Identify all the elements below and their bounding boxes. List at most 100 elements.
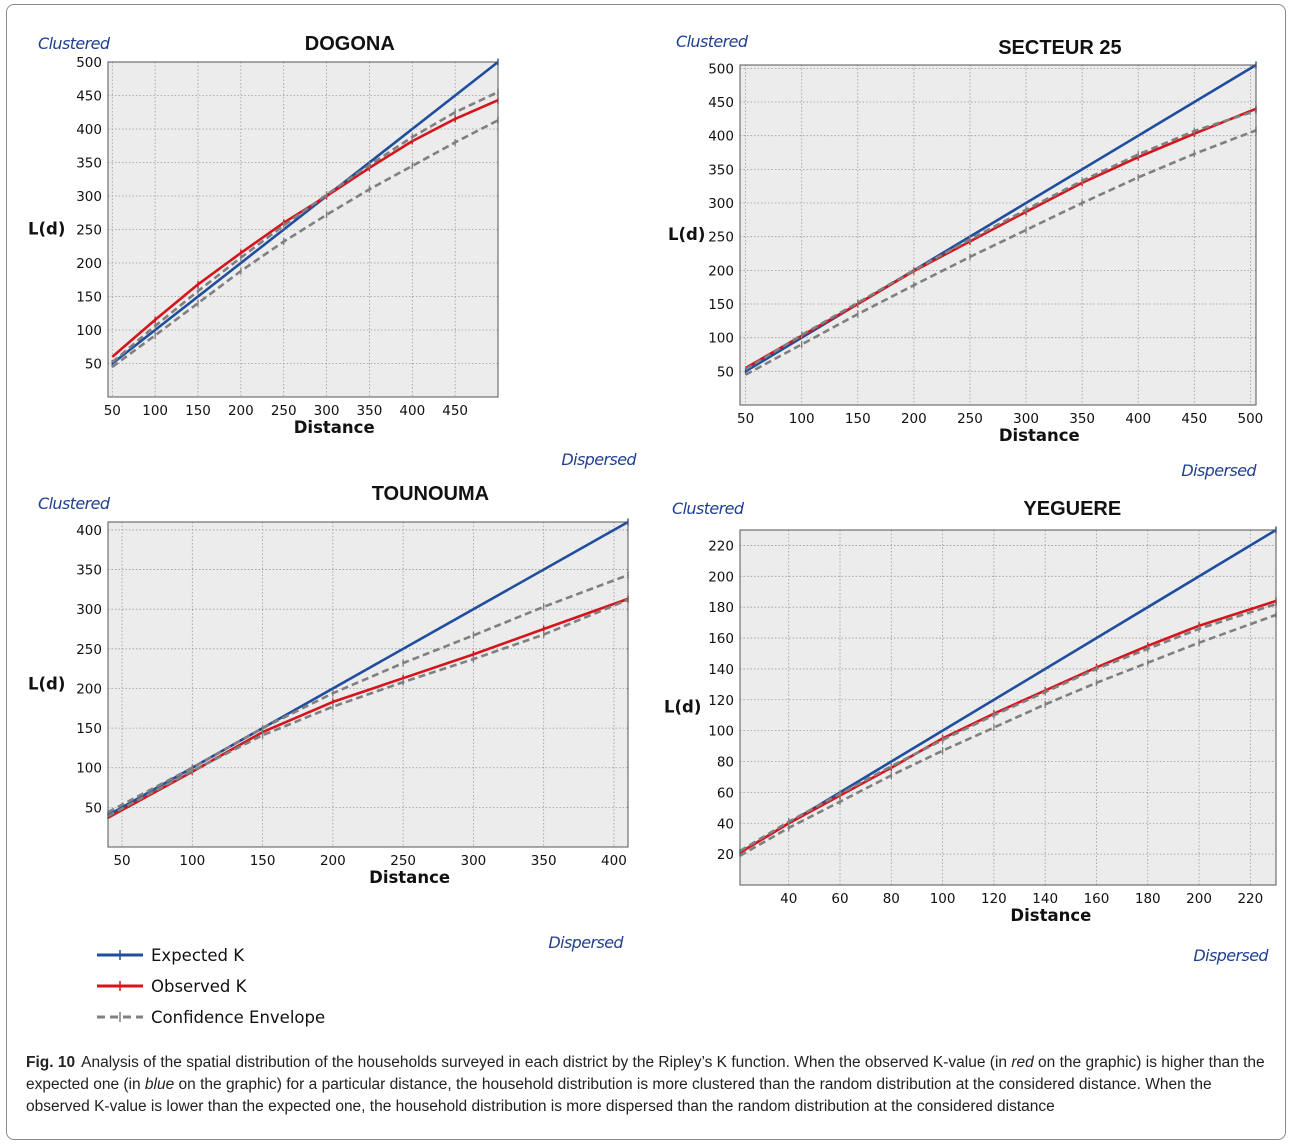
x-tick-label: 50 (104, 403, 121, 419)
x-tick-label: 140 (1032, 891, 1058, 907)
dispersed-label: Dispersed (561, 450, 637, 469)
x-tick-label: 250 (390, 853, 416, 869)
x-tick-label: 200 (320, 853, 346, 869)
x-tick-label: 180 (1135, 891, 1161, 907)
caption-blue-word: blue (144, 1076, 175, 1093)
x-tick-label: 300 (461, 853, 487, 869)
chart-title: YEGUERE (1023, 498, 1121, 520)
y-axis-label: L(d) (28, 675, 65, 694)
plot-background (740, 65, 1256, 405)
x-tick-label: 350 (357, 403, 383, 419)
x-tick-label: 150 (845, 411, 871, 427)
dispersed-label: Dispersed (1193, 946, 1269, 965)
x-tick-label: 200 (901, 411, 927, 427)
x-tick-label: 60 (831, 891, 848, 907)
x-tick-label: 100 (179, 853, 205, 869)
y-tick-label: 250 (708, 230, 734, 246)
x-tick-label: 100 (142, 403, 168, 419)
y-tick-label: 150 (76, 290, 102, 306)
x-tick-label: 220 (1237, 891, 1263, 907)
y-tick-label: 200 (708, 263, 734, 279)
y-tick-label: 140 (708, 662, 734, 678)
ripley-k-charts: 50 100 150 200 250 300 350 400 450 50 100 150 200 250… (28, 32, 1277, 1027)
chart-dogona: 50 100 150 200 250 300 350 400 450 50 100 150 200 250… (28, 33, 638, 469)
series-line-observed-k (107, 597, 629, 819)
caption-label: Fig. 10 (26, 1054, 76, 1071)
y-tick-label: 100 (76, 761, 102, 777)
plot-border (107, 521, 629, 848)
y-tick-label: 200 (76, 256, 102, 272)
x-tick-label: 100 (930, 891, 956, 907)
dispersed-label: Dispersed (1181, 461, 1257, 480)
x-tick-label: 50 (737, 411, 754, 427)
y-tick-label: 100 (708, 724, 734, 740)
legend-label: Expected K (151, 946, 245, 965)
x-tick-label: 350 (531, 853, 557, 869)
y-tick-label: 250 (76, 642, 102, 658)
clustered-label: Clustered (672, 499, 745, 518)
x-tick-label: 400 (399, 403, 425, 419)
caption-text-1: Analysis of the spatial distribution of … (81, 1054, 1012, 1071)
chart-yeguere: 40 60 80 100 120 140 160 180 200 220 20 40 60 80 100 12… (664, 498, 1277, 965)
plot-border (739, 529, 1277, 886)
y-tick-label: 400 (76, 523, 102, 539)
series-line-confidence-envelope-lower (111, 119, 499, 368)
x-tick-label: 500 (1238, 411, 1264, 427)
plot-border (107, 61, 499, 398)
legend-label: Observed K (151, 977, 248, 996)
y-tick-label: 500 (76, 55, 102, 71)
y-tick-label: 500 (708, 61, 734, 77)
y-tick-label: 300 (76, 189, 102, 205)
clustered-label: Clustered (676, 32, 749, 51)
chart-tounouma: 50 100 150 200 250 300 350 400 50 100 150 200 250 300… (28, 483, 629, 952)
plot-border (739, 64, 1257, 406)
y-tick-label: 300 (708, 196, 734, 212)
y-tick-label: 350 (76, 156, 102, 172)
legend-label: Confidence Envelope (151, 1008, 325, 1027)
y-tick-label: 20 (717, 847, 734, 863)
x-tick-label: 120 (981, 891, 1007, 907)
y-axis-label: L(d) (668, 225, 705, 244)
y-tick-label: 400 (708, 129, 734, 145)
series-line-confidence-envelope-lower (739, 613, 1277, 857)
series-line-confidence-envelope-upper (744, 109, 1257, 371)
y-axis-label: L(d) (664, 698, 701, 717)
chart-title: SECTEUR 25 (998, 37, 1121, 59)
y-tick-label: 40 (717, 816, 734, 832)
y-tick-label: 220 (708, 538, 734, 554)
x-tick-label: 250 (271, 403, 297, 419)
x-tick-label: 350 (1069, 411, 1095, 427)
legend: Expected K Observed K Confidence Envelope (97, 946, 325, 1027)
dispersed-label: Dispersed (548, 933, 624, 952)
y-tick-label: 180 (708, 600, 734, 616)
plot-background (108, 522, 628, 847)
y-tick-label: 150 (76, 721, 102, 737)
x-tick-label: 300 (314, 403, 340, 419)
x-tick-label: 100 (789, 411, 815, 427)
y-tick-label: 50 (85, 357, 102, 373)
chart-title: TOUNOUMA (372, 483, 489, 505)
y-tick-label: 60 (717, 785, 734, 801)
y-tick-label: 350 (708, 162, 734, 178)
x-tick-label: 450 (442, 403, 468, 419)
chart-title: DOGONA (305, 33, 395, 55)
y-tick-label: 400 (76, 122, 102, 138)
x-tick-label: 150 (250, 853, 276, 869)
y-tick-label: 200 (76, 681, 102, 697)
y-axis-label: L(d) (28, 220, 65, 239)
y-tick-label: 450 (708, 95, 734, 111)
series-line-expected-k (111, 60, 499, 365)
clustered-label: Clustered (38, 34, 111, 53)
series-line-confidence-envelope-upper (111, 90, 499, 364)
x-axis-label: Distance (294, 418, 375, 437)
x-tick-label: 400 (601, 853, 627, 869)
y-tick-label: 120 (708, 693, 734, 709)
figure-caption: Fig. 10 Analysis of the spatial distribut… (26, 1052, 1266, 1118)
caption-text-2: on the graphic) is higher than the expec… (26, 1054, 1265, 1093)
y-tick-label: 50 (717, 364, 734, 380)
y-tick-label: 250 (76, 223, 102, 239)
x-tick-label: 300 (1013, 411, 1039, 427)
x-tick-label: 160 (1084, 891, 1110, 907)
series-line-observed-k (744, 107, 1257, 370)
y-tick-label: 50 (85, 800, 102, 816)
